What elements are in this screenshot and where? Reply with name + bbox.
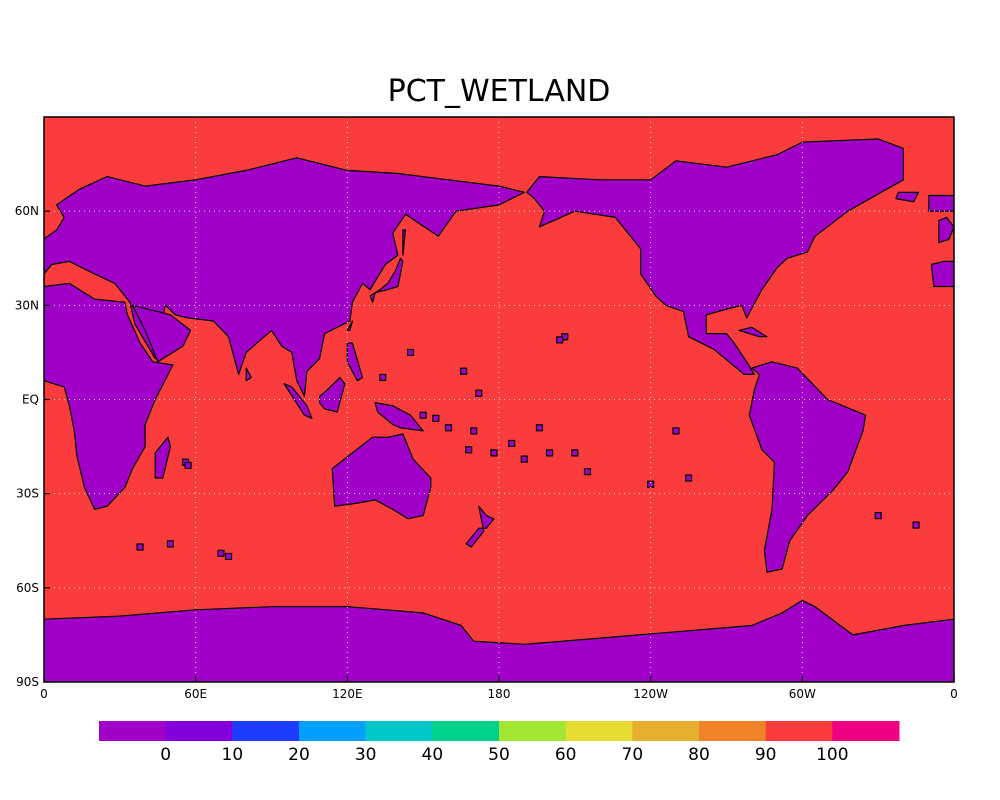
landmass-japan [369,257,404,303]
colorbar-label: 50 [488,745,510,765]
landmass-iceland [895,191,920,203]
landmass-sakhalin [402,229,407,256]
landmass-africa [44,282,174,510]
colorbar-swatch [565,721,633,741]
colorbar-label: 40 [422,745,444,765]
landmass-south-america [748,361,867,573]
colorbar-swatch [365,721,433,741]
x-tick-label: 0 [40,687,48,701]
x-tick-label: 60E [184,687,207,701]
island [535,424,544,432]
y-axis-ticks: 90S 60S 30S EQ 30N 60N [15,204,50,689]
y-tick-label: EQ [22,393,39,407]
colorbar-swatch [432,721,500,741]
island [490,449,498,457]
island [545,449,554,457]
colorbar-label: 30 [355,745,377,765]
island [465,446,473,454]
colorbar-label: 0 [160,745,171,765]
x-axis-ticks: 0 60E 120E 180 120W 60W 0 [40,676,958,701]
map-title: PCT_WETLAND [388,74,611,109]
landmass-cuba [738,326,768,338]
colorbar-label: 70 [622,745,644,765]
landmass-sri-lanka [245,367,252,382]
island [419,411,427,419]
y-tick-label: 30S [16,487,39,501]
island [136,543,144,551]
colorbar-swatch [232,721,300,741]
island [684,474,693,482]
island [508,439,516,448]
landmass-north-america [526,138,905,375]
colorbar-swatch [765,721,833,741]
landmass-borneo [318,376,346,413]
colorbar-label: 80 [688,745,710,765]
y-tick-label: 60S [16,581,39,595]
colorbar-swatch [832,721,900,741]
landmass-india-arab [131,304,192,363]
island [912,521,920,529]
colorbar-swatch [99,721,167,741]
colorbar-label: 100 [816,745,848,765]
x-tick-label: 120E [332,687,363,701]
gridlines [44,117,954,682]
island [166,540,174,548]
colorbar-label: 10 [222,745,244,765]
land-mass [44,138,954,682]
colorbar-swatch [632,721,700,741]
island [672,427,680,435]
island [217,549,225,557]
x-tick-label: 180 [488,687,511,701]
colorbar: 0 10 20 30 40 50 60 70 80 90 100 [99,721,900,765]
landmass-taiwan [346,320,353,331]
island [379,373,387,382]
y-tick-label: 90S [16,675,39,689]
island [470,427,478,435]
island [571,449,579,457]
colorbar-swatch [299,721,367,741]
island [460,367,468,375]
colorbar-label: 60 [555,745,577,765]
landmass-greenland-e [928,194,954,212]
landmass-british-isles [938,216,954,244]
island [556,336,564,344]
landmass-new-guinea [374,402,424,432]
colorbar-label: 90 [755,745,777,765]
landmass-europe-west [930,260,954,288]
colorbar-swatch [165,721,233,741]
map-panel: 0 60E 120E 180 120W 60W 0 90S 60S 30S EQ 30N 60N [15,116,958,701]
colorbar-label: 20 [288,745,310,765]
island [444,424,453,432]
island [520,455,528,463]
island [432,414,440,422]
x-tick-label: 0 [950,687,958,701]
y-tick-label: 30N [15,298,39,312]
landmass-antarctica [44,599,954,682]
x-tick-label: 60W [789,687,816,701]
y-tick-label: 60N [15,204,39,218]
island [583,468,592,476]
colorbar-swatch [499,721,567,741]
landmass-philippines [346,342,364,382]
island [874,512,882,520]
landmass-nz [465,505,495,548]
x-tick-label: 120W [633,687,668,701]
landmass-madagascar [154,436,171,479]
landmass-australia [331,433,432,520]
colorbar-swatch [699,721,767,741]
island [224,552,233,561]
island [184,461,192,470]
island [475,389,483,397]
island [406,348,415,357]
